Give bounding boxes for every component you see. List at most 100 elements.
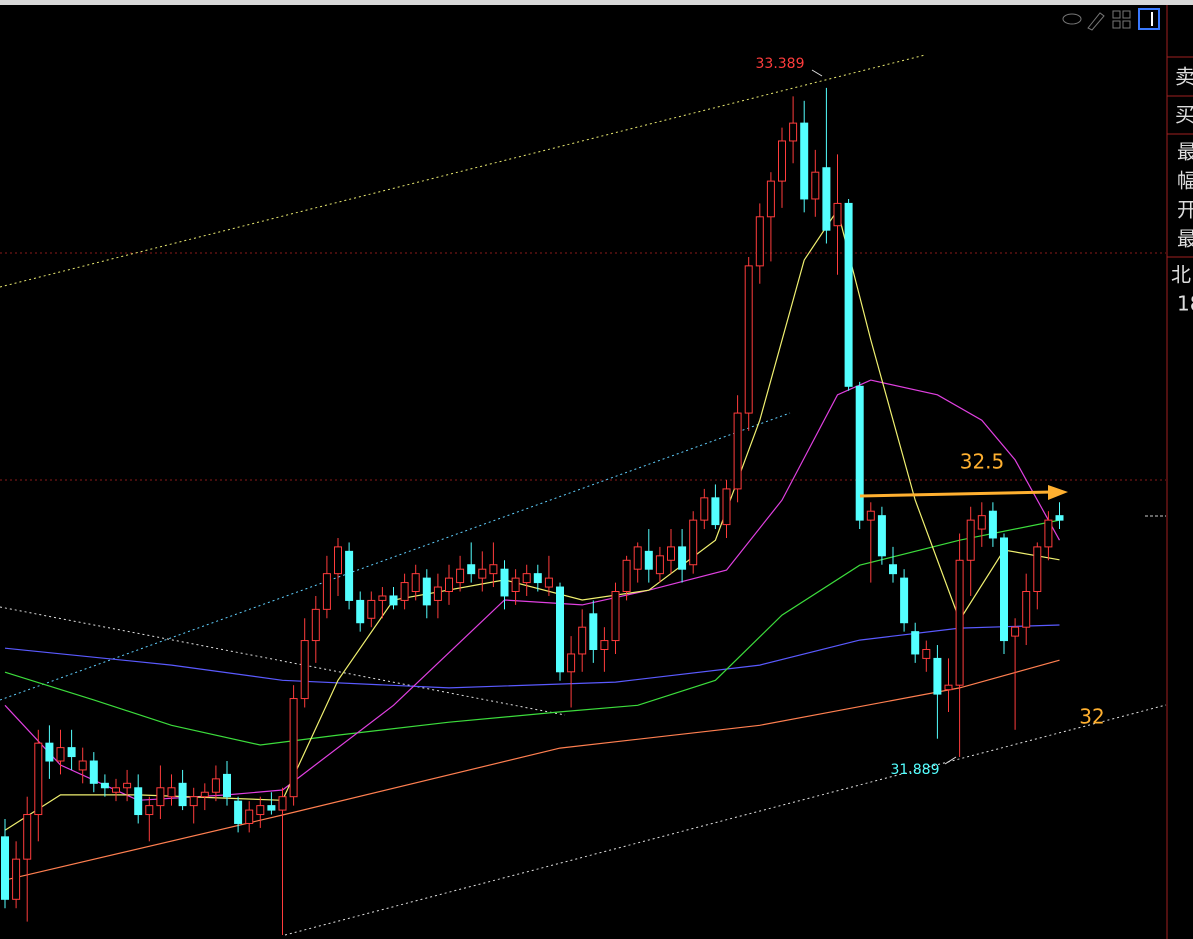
candle-body xyxy=(700,497,709,521)
candle-body xyxy=(556,586,564,673)
panel-label: 最 xyxy=(1177,227,1193,251)
candle-body xyxy=(900,577,909,624)
moving-average xyxy=(4,624,1060,689)
candle-body xyxy=(78,760,87,771)
arrow-head xyxy=(1048,485,1068,500)
candle-body xyxy=(633,546,642,570)
candle-body xyxy=(145,805,154,816)
trend-line xyxy=(284,704,1167,936)
candle-body xyxy=(45,742,54,762)
panel-label: 最 xyxy=(1177,140,1193,164)
candle-body xyxy=(400,582,409,601)
candle-body xyxy=(689,519,698,566)
candle-body xyxy=(123,782,132,789)
candle-body xyxy=(345,550,354,601)
grid-icon[interactable] xyxy=(1112,20,1121,29)
candle-body xyxy=(356,599,365,624)
low-pointer xyxy=(944,756,957,765)
candle-body xyxy=(278,796,287,811)
candle-body xyxy=(422,577,431,606)
candle-body xyxy=(156,787,165,807)
candle-body xyxy=(1000,537,1008,642)
candle-body xyxy=(600,640,609,650)
candle-body xyxy=(167,787,176,798)
candle-body xyxy=(489,564,498,575)
candle-body xyxy=(89,760,98,784)
trend-line xyxy=(0,412,791,701)
candle-body xyxy=(533,573,542,584)
panel-label: 北 xyxy=(1171,263,1191,287)
candle-body xyxy=(655,555,664,575)
candle-body xyxy=(367,599,376,619)
annotation-arrow xyxy=(859,485,1068,500)
candle-body xyxy=(56,747,65,762)
grid-icon[interactable] xyxy=(1122,10,1131,19)
candle-body xyxy=(245,809,254,824)
candle-body xyxy=(456,568,465,584)
candle-body xyxy=(544,577,553,588)
candle-body xyxy=(778,140,786,182)
candle-body xyxy=(578,626,587,655)
side-panel: 卖 买 最 幅 开 最 北 18 xyxy=(1166,5,1193,939)
grid-icon[interactable] xyxy=(1112,10,1121,19)
grid-icon[interactable] xyxy=(1122,20,1131,29)
candle-body xyxy=(445,577,453,593)
candle-body xyxy=(256,805,265,816)
candle-body xyxy=(811,171,820,200)
candle-body xyxy=(800,122,809,200)
candle-body xyxy=(966,519,975,561)
candle-body xyxy=(855,385,864,521)
panel-toggle[interactable] xyxy=(1138,8,1160,30)
grid xyxy=(0,252,1166,481)
eye-icon[interactable] xyxy=(1062,13,1082,25)
candle-body xyxy=(1044,519,1053,548)
candle-body xyxy=(433,586,442,601)
candle-body xyxy=(23,814,32,860)
candle-body xyxy=(34,742,43,816)
candle-body xyxy=(1,836,9,900)
candle-body xyxy=(478,568,487,579)
candle-body xyxy=(267,805,276,811)
candle-body xyxy=(922,648,931,659)
candle-body xyxy=(988,510,997,539)
candle-body xyxy=(289,698,298,798)
candle-body xyxy=(889,564,897,575)
candle-body xyxy=(234,800,243,824)
candle-body xyxy=(1011,626,1020,637)
moving-average xyxy=(4,659,1060,881)
pen-icon[interactable] xyxy=(1087,12,1105,31)
arrow-shaft xyxy=(859,490,1053,498)
candle-body xyxy=(334,546,342,575)
candle-body xyxy=(178,782,187,807)
candle-body xyxy=(722,488,731,526)
candle-body xyxy=(622,559,631,593)
panel-label: 幅 xyxy=(1177,169,1193,193)
candle-body xyxy=(766,180,775,218)
candle-body xyxy=(189,796,198,807)
candle-body xyxy=(755,216,764,267)
candle-body xyxy=(667,546,675,561)
candle-body xyxy=(911,631,920,655)
candle-body xyxy=(877,515,886,557)
candle-body xyxy=(933,657,942,695)
candle-body xyxy=(467,564,476,575)
candle-body xyxy=(389,595,398,606)
candle-body xyxy=(678,546,687,570)
candle-body xyxy=(511,577,520,593)
annotation: 32.5 xyxy=(960,450,1005,474)
candle-body xyxy=(200,791,209,798)
candle-body xyxy=(1055,515,1064,521)
candle-body xyxy=(844,202,853,387)
candle-body xyxy=(611,591,620,642)
panel-label: 18 xyxy=(1177,292,1193,316)
candle-body xyxy=(411,573,420,593)
toolbar xyxy=(1062,8,1160,31)
candle-body xyxy=(500,568,509,597)
panel-label: 卖 xyxy=(1175,65,1193,89)
candle-body xyxy=(589,613,598,650)
candle-body xyxy=(522,573,531,584)
candle-body xyxy=(322,573,331,610)
